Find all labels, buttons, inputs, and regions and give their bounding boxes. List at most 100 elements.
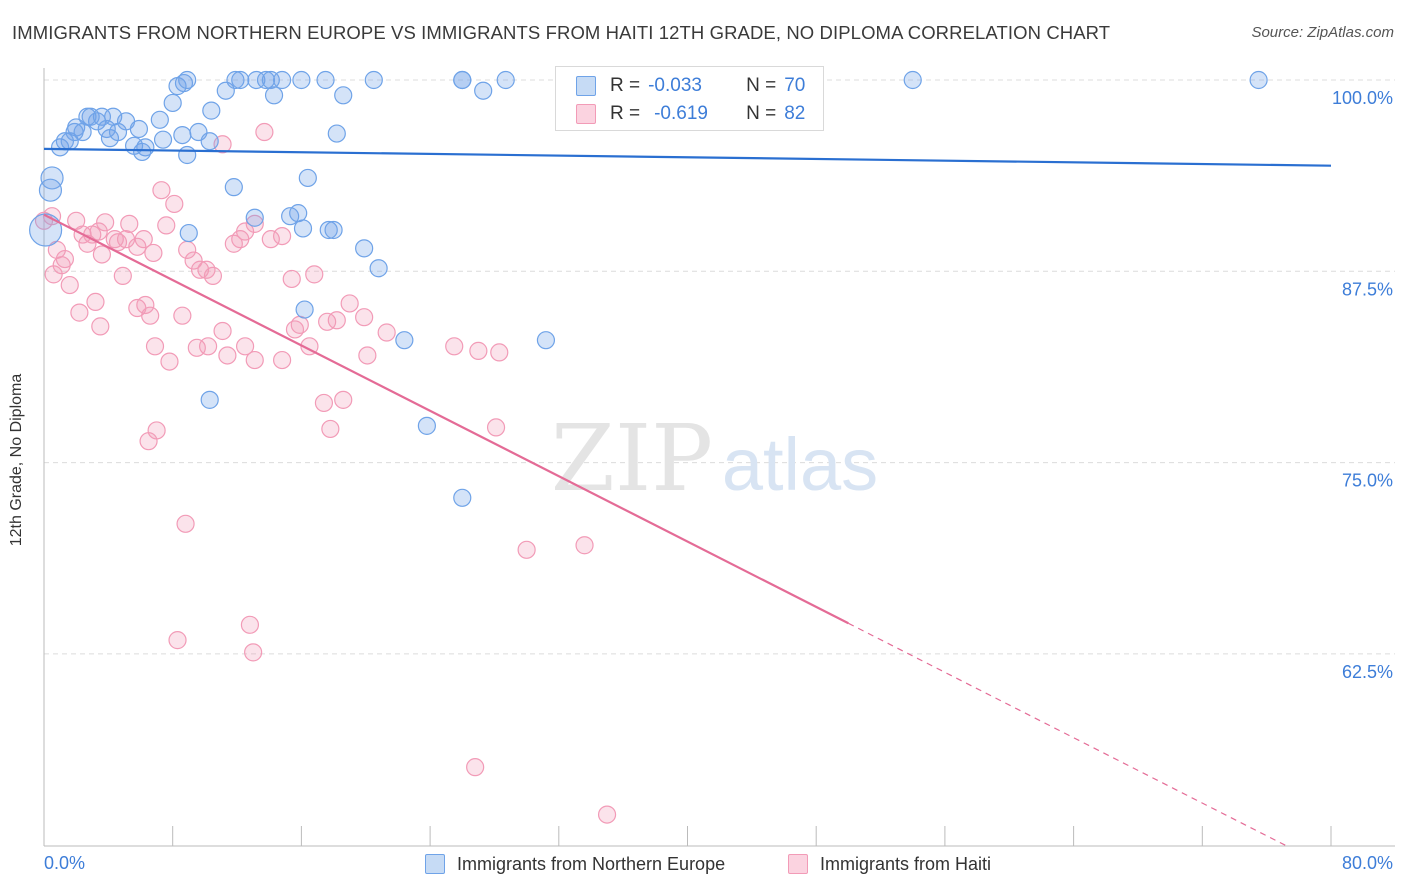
- northern-europe-point: [1249, 70, 1268, 90]
- haiti-point: [134, 230, 153, 249]
- haiti-point: [245, 350, 264, 370]
- haiti-point: [198, 337, 218, 356]
- haiti-point: [176, 514, 195, 533]
- trend-line-haiti: [43, 213, 849, 625]
- legend-item-northern-europe: Immigrants from Northern Europe: [425, 851, 725, 877]
- x-tick-label-0: 0.0%: [44, 853, 85, 873]
- northern-europe-point: [536, 331, 556, 350]
- northern-europe-point: [355, 239, 374, 258]
- haiti-point: [340, 294, 359, 313]
- northern-europe-point: [292, 70, 311, 90]
- legend-row-northern-europe: R = -0.033 N = 70: [576, 73, 805, 99]
- legend-label-northern-europe: Immigrants from Northern Europe: [457, 853, 726, 874]
- northern-europe-point: [231, 70, 250, 90]
- haiti-point: [96, 213, 115, 232]
- haiti-point: [334, 390, 353, 409]
- haiti-point: [575, 536, 594, 555]
- haiti-point: [55, 249, 75, 269]
- watermark: ZIP atlas: [551, 405, 878, 512]
- northern-europe-point: [293, 219, 313, 238]
- northern-europe-point: [298, 168, 317, 188]
- northern-europe-point: [903, 70, 922, 90]
- haiti-point: [136, 295, 155, 315]
- legend-label-haiti: Immigrants from Haiti: [820, 853, 992, 874]
- source-label: Source: ZipAtlas.com: [1251, 24, 1394, 41]
- northern-europe-point: [174, 73, 194, 93]
- northern-europe-point: [316, 70, 335, 90]
- haiti-point: [469, 341, 488, 360]
- haiti-point: [466, 758, 485, 777]
- northern-europe-point: [324, 220, 343, 240]
- haiti-point: [224, 234, 243, 253]
- northern-europe-point: [453, 70, 472, 90]
- northern-europe-point: [78, 107, 97, 126]
- haiti-point: [147, 421, 166, 440]
- haiti-point: [445, 337, 464, 356]
- legend-r-value-2: -0.619: [654, 103, 708, 124]
- legend-swatch-pink: [788, 854, 808, 874]
- northern-europe-point: [38, 178, 63, 202]
- haiti-point: [355, 308, 374, 327]
- watermark-zip: ZIP: [551, 405, 713, 512]
- haiti-point: [70, 303, 89, 322]
- haiti-point: [235, 337, 255, 356]
- haiti-point: [244, 643, 263, 662]
- haiti-point: [120, 214, 139, 233]
- northern-europe-point: [334, 86, 353, 105]
- northern-europe-point: [224, 178, 243, 197]
- northern-europe-point: [104, 107, 123, 126]
- haiti-point: [245, 214, 264, 233]
- northern-europe-point: [200, 132, 219, 151]
- haiti-point: [377, 323, 396, 342]
- haiti-point: [235, 222, 255, 241]
- northern-europe-point: [50, 138, 70, 157]
- haiti-point: [144, 243, 163, 263]
- haiti-point: [327, 311, 346, 330]
- haiti-point: [157, 216, 176, 235]
- legend-swatch-blue: [576, 76, 596, 96]
- haiti-point: [141, 306, 160, 325]
- haiti-point: [517, 540, 536, 559]
- trend-line-haiti-extension: [848, 622, 1290, 848]
- northern-europe-point: [245, 208, 264, 227]
- haiti-point: [285, 320, 305, 339]
- northern-europe-point: [40, 166, 64, 190]
- northern-europe-point: [179, 223, 198, 243]
- northern-europe-point: [178, 145, 197, 165]
- y-tick-label-0: 62.5%: [1342, 662, 1393, 682]
- haiti-point: [272, 227, 292, 246]
- y-tick-label-3: 100.0%: [1332, 88, 1393, 108]
- legend-r-label: R =: [610, 75, 641, 96]
- northern-europe-point: [256, 70, 276, 90]
- haiti-point: [261, 230, 280, 249]
- northern-europe-point: [417, 416, 436, 435]
- northern-europe-point: [124, 136, 144, 155]
- northern-europe-point: [264, 86, 284, 105]
- northern-europe-point: [150, 110, 169, 129]
- northern-europe-point: [319, 220, 338, 240]
- x-tick-label-1: 80.0%: [1342, 853, 1393, 873]
- haiti-point: [240, 615, 260, 634]
- northern-europe-point: [474, 81, 493, 100]
- haiti-point: [203, 266, 223, 285]
- northern-europe-point: [327, 124, 346, 143]
- northern-europe-point: [29, 213, 63, 247]
- northern-europe-point: [453, 488, 472, 507]
- gridlines: [44, 79, 1395, 655]
- haiti-point: [160, 352, 179, 371]
- tick-labels: 62.5% 75.0% 87.5% 100.0% 0.0% 80.0%: [44, 88, 1393, 873]
- trend-line-northern-europe: [43, 147, 1332, 167]
- haiti-point: [272, 350, 292, 370]
- chart-title: IMMIGRANTS FROM NORTHERN EUROPE VS IMMIG…: [12, 22, 1111, 43]
- legend-r-value-1: -0.033: [648, 75, 702, 96]
- haiti-point: [305, 265, 324, 284]
- northern-europe-point: [65, 122, 84, 142]
- haiti-point: [44, 265, 63, 284]
- axes: [43, 68, 1395, 847]
- northern-europe-point: [247, 70, 266, 90]
- y-tick-label-1: 75.0%: [1342, 471, 1393, 491]
- haiti-point: [184, 251, 203, 270]
- haiti-point: [486, 418, 506, 437]
- haiti-point: [255, 122, 274, 142]
- northern-europe-point: [364, 70, 383, 90]
